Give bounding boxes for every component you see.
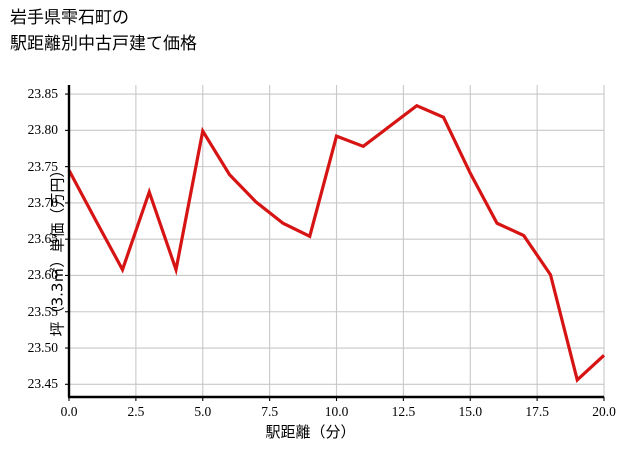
x-tick-label: 2.5 (127, 404, 145, 419)
x-tick-label: 20.0 (592, 404, 616, 419)
y-tick-label: 23.50 (27, 340, 58, 356)
x-tick-label: 5.0 (194, 404, 212, 419)
chart-title: 岩手県雫石町の 駅距離別中古戸建て価格 (10, 8, 197, 54)
x-tick-label: 10.0 (324, 404, 349, 419)
x-axis-title: 駅距離（分） (265, 423, 356, 441)
axis-spines (67, 85, 604, 399)
y-tick-label: 23.55 (27, 303, 58, 319)
x-tick-label: 0.0 (60, 404, 78, 419)
x-tick-label: 17.5 (525, 404, 549, 419)
x-tick-label: 7.5 (261, 404, 279, 419)
grid-lines (68, 85, 605, 397)
y-axis-title: 坪（3.3㎡）単価（万円） (48, 162, 67, 337)
y-tick-label: 23.70 (27, 194, 58, 210)
x-tick-label: 12.5 (391, 404, 416, 419)
y-tick-label: 23.85 (27, 86, 58, 102)
data-line-series (67, 103, 606, 383)
y-tick-label: 23.60 (27, 267, 58, 283)
y-tick-label: 23.80 (27, 122, 58, 138)
y-tick-label: 23.65 (27, 231, 58, 247)
y-tick-label: 23.75 (27, 158, 58, 174)
y-tick-label: 23.45 (27, 376, 58, 392)
x-tick-label: 15.0 (458, 404, 483, 419)
